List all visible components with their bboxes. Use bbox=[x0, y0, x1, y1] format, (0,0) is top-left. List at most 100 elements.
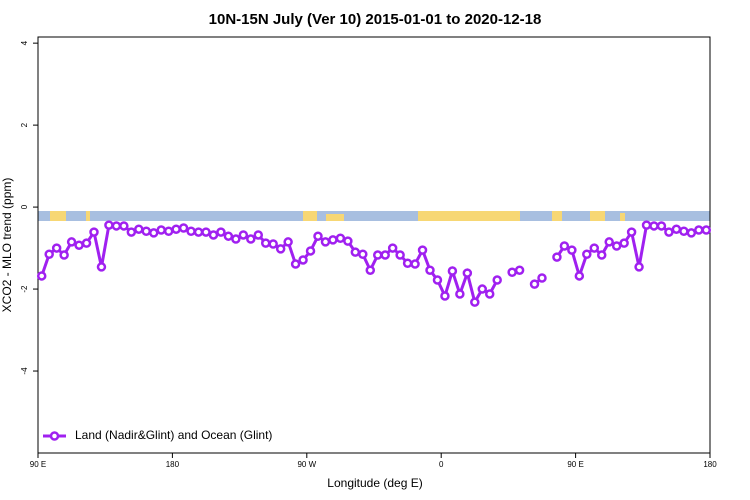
point bbox=[395, 250, 405, 260]
point bbox=[701, 225, 712, 235]
y-tick-label: 0 bbox=[20, 204, 29, 209]
point bbox=[260, 238, 271, 248]
land bbox=[326, 214, 344, 221]
point bbox=[686, 228, 697, 238]
point bbox=[216, 227, 226, 237]
point bbox=[387, 243, 398, 253]
point bbox=[477, 284, 488, 294]
point bbox=[447, 266, 458, 276]
land bbox=[552, 211, 562, 221]
point bbox=[425, 265, 435, 275]
land bbox=[590, 211, 605, 221]
point bbox=[335, 233, 346, 243]
point bbox=[372, 250, 383, 260]
land bbox=[50, 211, 66, 221]
point bbox=[417, 245, 428, 255]
point bbox=[193, 227, 204, 237]
point bbox=[59, 250, 69, 260]
point bbox=[89, 227, 99, 237]
point bbox=[178, 223, 189, 233]
point bbox=[656, 221, 667, 231]
point bbox=[626, 227, 637, 237]
land bbox=[620, 213, 625, 221]
point bbox=[44, 249, 54, 259]
point bbox=[559, 241, 570, 251]
point bbox=[679, 226, 689, 237]
point bbox=[320, 237, 331, 247]
y-tick-label: -4 bbox=[20, 367, 29, 375]
point bbox=[104, 220, 114, 230]
legend-marker bbox=[49, 431, 60, 441]
y-tick-label: 2 bbox=[20, 122, 29, 127]
point bbox=[313, 231, 323, 241]
point bbox=[283, 237, 293, 247]
x-tick-label: 0 bbox=[439, 460, 444, 469]
point bbox=[529, 279, 540, 289]
point bbox=[507, 267, 517, 278]
point bbox=[432, 275, 443, 285]
point bbox=[514, 265, 525, 275]
point bbox=[552, 252, 562, 262]
map-strip bbox=[38, 211, 710, 221]
point bbox=[74, 240, 84, 250]
point bbox=[171, 224, 181, 234]
series-line bbox=[40, 223, 707, 307]
point bbox=[455, 289, 465, 299]
chart-title: 10N-15N July (Ver 10) 2015-01-01 to 2020… bbox=[209, 11, 542, 28]
point bbox=[51, 243, 62, 253]
point bbox=[186, 226, 196, 237]
point bbox=[66, 237, 77, 247]
point bbox=[36, 271, 47, 281]
point bbox=[298, 255, 308, 265]
point bbox=[238, 230, 249, 240]
point bbox=[156, 225, 166, 235]
point bbox=[694, 225, 704, 235]
point bbox=[275, 244, 286, 254]
point bbox=[582, 249, 592, 259]
point bbox=[470, 297, 480, 307]
point bbox=[492, 275, 502, 285]
point bbox=[634, 262, 644, 272]
point bbox=[567, 245, 577, 255]
point bbox=[208, 230, 219, 240]
point bbox=[380, 250, 390, 260]
point bbox=[163, 226, 174, 237]
point bbox=[141, 226, 152, 237]
point bbox=[537, 273, 547, 283]
point bbox=[350, 247, 361, 257]
land bbox=[86, 211, 90, 221]
point bbox=[649, 221, 659, 231]
point bbox=[268, 239, 278, 249]
point bbox=[365, 265, 376, 275]
point bbox=[231, 234, 241, 244]
point bbox=[641, 220, 652, 230]
x-tick-label: 180 bbox=[166, 460, 180, 469]
point bbox=[589, 243, 600, 253]
x-tick-label: 90 E bbox=[567, 460, 583, 469]
land bbox=[418, 211, 520, 221]
point bbox=[134, 224, 144, 234]
point bbox=[664, 227, 674, 237]
point bbox=[440, 291, 450, 301]
x-tick-label: 90 E bbox=[30, 460, 46, 469]
point bbox=[290, 259, 301, 269]
point bbox=[96, 262, 107, 272]
point bbox=[596, 250, 607, 260]
land bbox=[303, 211, 317, 221]
point bbox=[619, 238, 629, 248]
point bbox=[671, 224, 682, 234]
point bbox=[223, 231, 234, 241]
point bbox=[201, 227, 211, 237]
point bbox=[462, 268, 473, 278]
point bbox=[111, 221, 122, 231]
ocean-band bbox=[38, 211, 710, 221]
point bbox=[358, 249, 368, 259]
point bbox=[604, 237, 614, 247]
point bbox=[611, 241, 622, 251]
point bbox=[253, 230, 264, 240]
y-tick-label: 4 bbox=[20, 40, 29, 45]
point bbox=[81, 238, 92, 248]
point bbox=[305, 246, 316, 256]
point bbox=[484, 289, 495, 299]
